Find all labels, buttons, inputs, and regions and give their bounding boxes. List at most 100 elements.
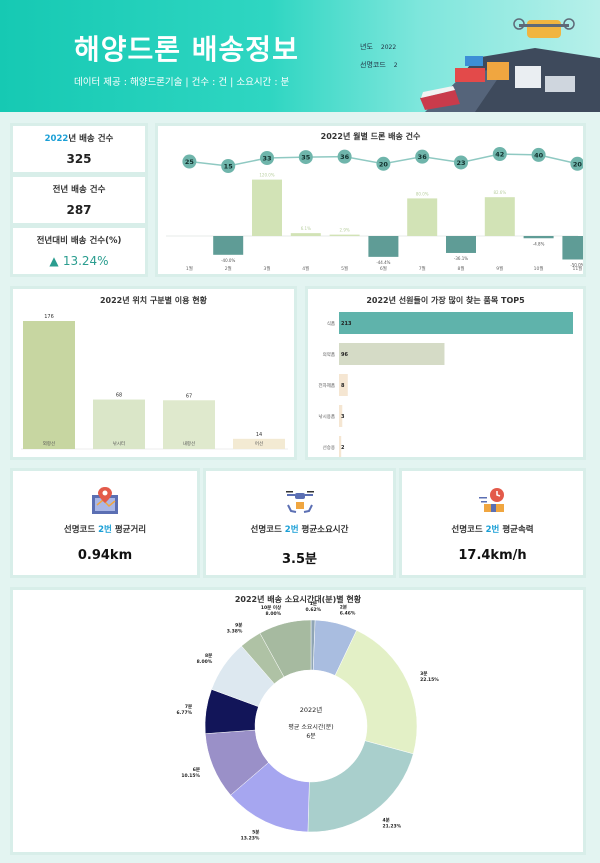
stat-speed-value: 17.4km/h bbox=[458, 548, 527, 563]
donut-slice-name: 2분 bbox=[340, 604, 347, 610]
count-label: 20 bbox=[573, 160, 583, 168]
change-label: -4.8% bbox=[533, 241, 545, 246]
month-tick: 5월 bbox=[341, 265, 348, 272]
count-label: 23 bbox=[456, 159, 465, 167]
location-bar bbox=[163, 400, 215, 449]
location-value: 67 bbox=[186, 393, 192, 399]
donut-slice-name: 10분 이상 bbox=[261, 604, 282, 611]
code-filter-value: 2 bbox=[393, 62, 398, 69]
donut-slice-pct: 8.00% bbox=[266, 611, 282, 617]
count-point bbox=[221, 159, 236, 173]
count-point bbox=[337, 149, 352, 164]
year-filter-label: 년도 bbox=[360, 43, 373, 51]
count-point bbox=[531, 147, 546, 162]
count-point bbox=[454, 155, 468, 170]
month-tick: 10월 bbox=[534, 265, 544, 272]
month-tick: 9월 bbox=[496, 265, 503, 272]
month-tick: 7월 bbox=[419, 265, 426, 272]
top5-tick: 의약품 bbox=[323, 351, 335, 358]
change-bar bbox=[213, 236, 244, 255]
top5-tick: 낚시용품 bbox=[318, 413, 335, 420]
code-filter-label: 선명코드 bbox=[360, 61, 386, 69]
donut-slice bbox=[334, 629, 418, 755]
donut-center-year: 2022년 bbox=[300, 705, 323, 714]
top5-chart-card: 2022년 선원들이 가장 많이 찾는 품목 TOP5 식품 213 의약품 96 전자… bbox=[305, 286, 586, 460]
location-chart-title: 2022년 위치 구분별 이용 현황 bbox=[99, 296, 207, 305]
top5-value: 8 bbox=[341, 383, 345, 389]
top5-bar bbox=[339, 405, 343, 427]
month-tick: 3월 bbox=[263, 265, 270, 272]
month-tick: 6월 bbox=[380, 265, 387, 272]
location-value: 68 bbox=[116, 393, 122, 399]
fast-delivery-icon bbox=[478, 488, 504, 512]
donut-slice-pct: 13.23% bbox=[241, 835, 260, 841]
count-point bbox=[376, 156, 391, 171]
count-label: 42 bbox=[495, 151, 504, 159]
stat-time-label: 선명코드 2번 평균소요시간 bbox=[250, 525, 349, 535]
kpi-delivery-label: 2022년 배송 건수 bbox=[44, 134, 114, 144]
monthly-chart-card: 2022년 월별 드론 배송 건수 -40.0% 120.0% 6.1% 2.9% -4… bbox=[155, 123, 586, 277]
count-point bbox=[492, 147, 507, 161]
top5-tick: 선승용 bbox=[323, 444, 335, 451]
donut-slice-name: 4분 bbox=[382, 817, 389, 823]
location-value: 14 bbox=[256, 432, 262, 438]
header-banner: 해양드론 배송정보 데이터 제공 : 해양드론기술 | 건수 : 건 | 소요시… bbox=[0, 0, 600, 112]
change-label: -44.4% bbox=[376, 260, 390, 265]
top5-value: 2 bbox=[341, 445, 345, 451]
stat-speed-card: 선명코드 2번 평균속력 17.4km/h bbox=[399, 468, 586, 578]
count-label: 33 bbox=[262, 155, 271, 163]
count-label: 25 bbox=[185, 158, 195, 166]
count-point bbox=[182, 154, 197, 169]
change-label: 120.0% bbox=[259, 173, 274, 178]
monthly-chart-title: 2022년 월별 드론 배송 건수 bbox=[320, 132, 421, 141]
top5-bar bbox=[339, 374, 348, 396]
location-tick: 내항선 bbox=[183, 440, 195, 447]
month-tick: 11월 bbox=[572, 265, 582, 272]
year-filter[interactable]: 년도 2022 bbox=[360, 42, 396, 52]
kpi-prev-value: 287 bbox=[66, 203, 92, 217]
code-filter[interactable]: 선명코드 2 bbox=[360, 60, 398, 70]
donut-slice-pct: 3.38% bbox=[227, 629, 243, 635]
time-donut-title: 2022년 배송 소요시간대(분)별 현황 bbox=[234, 595, 362, 604]
month-tick: 8월 bbox=[457, 265, 464, 272]
change-bar bbox=[407, 198, 438, 236]
kpi-change-label: 전년대비 배송 건수(%) bbox=[36, 236, 122, 246]
top5-chart-title: 2022년 선원들이 가장 많이 찾는 품목 TOP5 bbox=[366, 296, 525, 305]
location-bar bbox=[23, 321, 75, 449]
donut-slice bbox=[307, 740, 414, 833]
change-bar bbox=[562, 236, 583, 260]
page-title: 해양드론 배송정보 bbox=[74, 33, 299, 66]
kpi-delivery-value: 325 bbox=[66, 152, 92, 166]
location-tick: 낚시터 bbox=[113, 440, 125, 447]
donut-slice-name: 8분 bbox=[205, 653, 212, 659]
drone-icon bbox=[285, 491, 314, 513]
location-tick: 외항선 bbox=[43, 440, 55, 447]
kpi-prev-card: 전년 배송 건수 287 bbox=[10, 174, 148, 226]
count-label: 36 bbox=[340, 153, 350, 161]
location-bar bbox=[93, 399, 145, 449]
location-chart: 176 외항선 68 낚시터 67 내항선 14 어선 bbox=[21, 314, 288, 450]
time-donut-card: 2022년 배송 소요시간대(분)별 현황 1분 0.62% 2분 6.46% 3분 22… bbox=[10, 587, 586, 855]
change-label: -50.0% bbox=[570, 263, 583, 268]
donut-slice-name: 1분 bbox=[310, 601, 317, 607]
stat-distance-value: 0.94km bbox=[77, 548, 133, 563]
count-point bbox=[260, 151, 274, 165]
top5-tick: 식품 bbox=[327, 320, 335, 327]
change-bar bbox=[523, 236, 554, 239]
location-bar bbox=[233, 438, 285, 449]
stat-time-value: 3.5분 bbox=[282, 552, 317, 567]
top5-bar bbox=[339, 312, 573, 334]
change-bar bbox=[290, 233, 321, 236]
top5-chart: 식품 213 의약품 96 전자제품 8 낚시용품 3 선승용 2 bbox=[318, 312, 573, 457]
donut-slice-name: 7분 bbox=[185, 704, 192, 710]
donut-slice-name: 5분 bbox=[252, 829, 259, 835]
month-tick: 4월 bbox=[302, 265, 309, 272]
donut-slice-pct: 6.46% bbox=[340, 610, 356, 616]
change-label: -36.1% bbox=[454, 256, 468, 261]
count-label: 20 bbox=[379, 160, 389, 168]
donut-slice-pct: 6.77% bbox=[177, 710, 193, 716]
donut-slice-name: 6분 bbox=[193, 767, 200, 773]
donut-slice-pct: 8.00% bbox=[197, 659, 213, 665]
change-bar bbox=[329, 234, 360, 236]
top5-value: 213 bbox=[341, 321, 352, 327]
